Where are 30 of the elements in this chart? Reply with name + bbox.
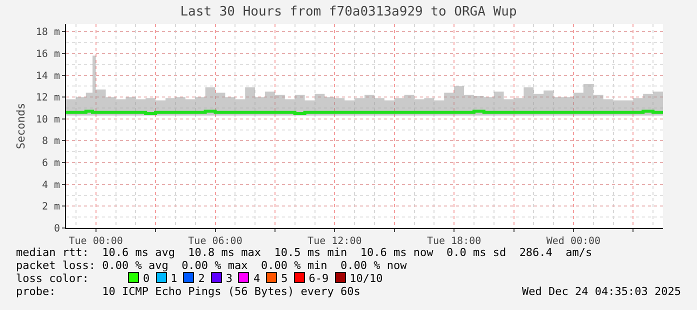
y-tick-label: 6 m — [42, 158, 60, 170]
text: Wed Dec 24 04:35:03 2025 — [522, 285, 681, 298]
y-tick-label: 18 m — [36, 27, 60, 38]
text: median rtt: 10.6 ms avg 10.8 ms max 10.5 ms min 10.6 ms now 0.0 ms sd 286.4 am/s — [16, 246, 594, 259]
text: packet loss: 0.00 % avg 0.00 % max 0.00 % min 0.00 % now — [16, 259, 408, 272]
text: 5 — [281, 272, 288, 285]
text: loss color: — [16, 272, 90, 285]
text: 4 — [253, 272, 260, 285]
chart-title: Last 30 Hours from f70a0313a929 to ORGA Wup — [180, 4, 517, 20]
y-tick-label: 12 m — [36, 92, 60, 104]
x-tick-label: Wed 00:00 — [546, 236, 601, 247]
text: 2 — [198, 272, 205, 285]
y-axis-title: Seconds — [14, 102, 28, 150]
text: 0 — [142, 272, 150, 285]
y-tick-label: 4 m — [42, 180, 60, 191]
y-tick-label: 0 — [54, 224, 60, 234]
x-tick-label: Tue 18:00 — [426, 236, 482, 247]
y-tick-label: 10 m — [36, 114, 60, 126]
y-tick-label: 2 m — [42, 202, 60, 213]
x-tick-label: Tue 12:00 — [308, 236, 362, 247]
x-tick-label: Tue 06:00 — [188, 236, 242, 247]
text: 6-9 — [308, 272, 329, 285]
text: 3 — [226, 272, 232, 285]
text: 10/10 — [350, 272, 383, 285]
y-tick-label: 14 m — [36, 70, 60, 82]
y-tick-label: 16 m — [36, 48, 60, 60]
text: probe: 10 ICMP Echo Pings (56 Bytes) every 60s — [16, 285, 360, 298]
text: 1 — [170, 272, 178, 285]
y-tick-label: 8 m — [42, 136, 60, 148]
x-tick-label: Tue 00:00 — [68, 236, 123, 247]
